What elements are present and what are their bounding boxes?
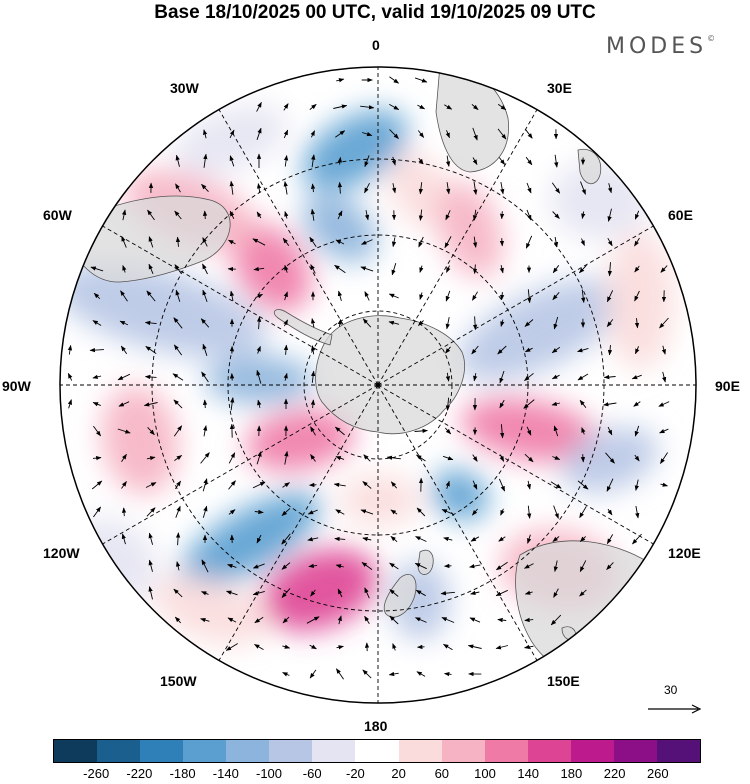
colorbar-tick-labels: -260 -220 -180 -140 -100 -60 -20 20 60 100 140 180 2… — [0, 766, 750, 784]
colorbar-cell — [226, 740, 269, 762]
new-zealand-north — [418, 550, 433, 574]
vector-scale-arrow — [646, 702, 706, 716]
anomaly-patch — [340, 474, 420, 526]
colorbar-tick-label: 140 — [517, 766, 539, 781]
colorbar-cell — [571, 740, 614, 762]
colorbar-cell — [183, 740, 226, 762]
lon-label-90w: 90W — [2, 378, 31, 394]
colorbar-cell — [355, 740, 398, 762]
wind-arrow — [502, 238, 503, 246]
colorbar-tick-label: -260 — [83, 766, 109, 781]
colorbar-cell — [269, 740, 312, 762]
australia — [516, 541, 675, 683]
colorbar-tick-label: -140 — [213, 766, 239, 781]
colorbar-tick-label: 220 — [604, 766, 626, 781]
lon-label-30e: 30E — [547, 80, 572, 96]
colorbar-cell — [54, 740, 97, 762]
wind-arrow — [205, 400, 206, 408]
map-disc — [43, 65, 696, 703]
colorbar-cell — [97, 740, 140, 762]
colorbar — [53, 739, 701, 763]
lon-label-120e: 120E — [668, 545, 701, 561]
colorbar-tick-label: 180 — [561, 766, 583, 781]
colorbar-cell — [140, 740, 183, 762]
colorbar-tick-label: 60 — [435, 766, 449, 781]
lon-label-150e: 150E — [547, 673, 580, 689]
colorbar-cell — [312, 740, 355, 762]
colorbar-tick-label: -100 — [256, 766, 282, 781]
lon-label-30w: 30W — [170, 80, 199, 96]
lon-label-60e: 60E — [668, 207, 693, 223]
colorbar-cell — [442, 740, 485, 762]
colorbar-tick-label: 260 — [647, 766, 669, 781]
colorbar-tick-label: -20 — [346, 766, 365, 781]
colorbar-tick-label: 20 — [391, 766, 405, 781]
colorbar-tick-label: -220 — [126, 766, 152, 781]
colorbar-tick-label: -60 — [303, 766, 322, 781]
wind-arrow — [502, 211, 503, 218]
lon-label-150w: 150W — [160, 673, 197, 689]
wind-arrow — [205, 211, 206, 219]
colorbar-tick-label: 100 — [474, 766, 496, 781]
wind-arrow — [583, 454, 584, 462]
south-pole-dot — [376, 383, 381, 388]
lon-label-90e: 90E — [715, 378, 740, 394]
colorbar-tick-label: -180 — [170, 766, 196, 781]
colorbar-cell — [485, 740, 528, 762]
lon-label-180: 180 — [364, 718, 387, 734]
vector-scale-label: 30 — [664, 683, 677, 697]
colorbar-cell — [399, 740, 442, 762]
lon-label-60w: 60W — [43, 207, 72, 223]
colorbar-cell — [657, 740, 700, 762]
colorbar-cell — [614, 740, 657, 762]
colorbar-cell — [528, 740, 571, 762]
wind-arrow — [124, 508, 125, 516]
lon-label-0: 0 — [372, 37, 380, 53]
lon-label-120w: 120W — [43, 545, 80, 561]
